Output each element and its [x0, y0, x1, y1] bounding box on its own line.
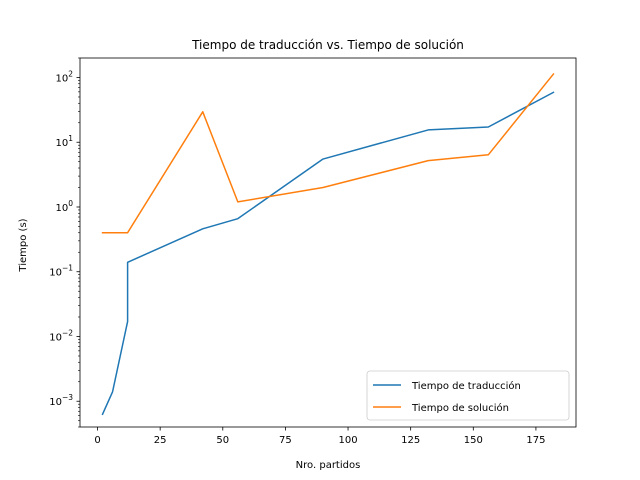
y-tick-label: 100	[55, 199, 73, 214]
x-tick-label: 75	[279, 435, 292, 446]
y-tick-label: 101	[55, 134, 73, 149]
legend: Tiempo de traducción Tiempo de solución	[366, 370, 570, 421]
x-tick-label: 25	[154, 435, 167, 446]
y-tick-label: 10−1	[49, 264, 73, 279]
legend-entry-2: Tiempo de solución	[411, 402, 509, 414]
x-tick-label: 175	[526, 435, 545, 446]
legend-entry-1: Tiempo de traducción	[411, 380, 521, 392]
x-axis-label: Nro. partidos	[296, 460, 361, 471]
x-tick-label: 150	[464, 435, 483, 446]
chart-title: Tiempo de traducción vs. Tiempo de soluc…	[191, 38, 464, 52]
y-axis-label: Tiempo (s)	[18, 218, 29, 272]
y-tick-label: 10−3	[49, 393, 73, 408]
series-line-1	[101, 91, 555, 416]
series-line-2	[101, 72, 555, 234]
x-tick-label: 50	[216, 435, 229, 446]
axes-frame	[79, 57, 577, 428]
y-tick-label: 10−2	[49, 328, 73, 343]
x-tick-label: 125	[401, 435, 420, 446]
x-tick-label: 100	[338, 435, 357, 446]
y-tick-label: 102	[55, 69, 73, 84]
legend-box	[366, 370, 570, 421]
x-tick-label: 0	[94, 435, 100, 446]
plot-area: 0 25 50 75 100 125 150 175 10−3 10−2 10−1 100 101 102	[49, 57, 577, 446]
